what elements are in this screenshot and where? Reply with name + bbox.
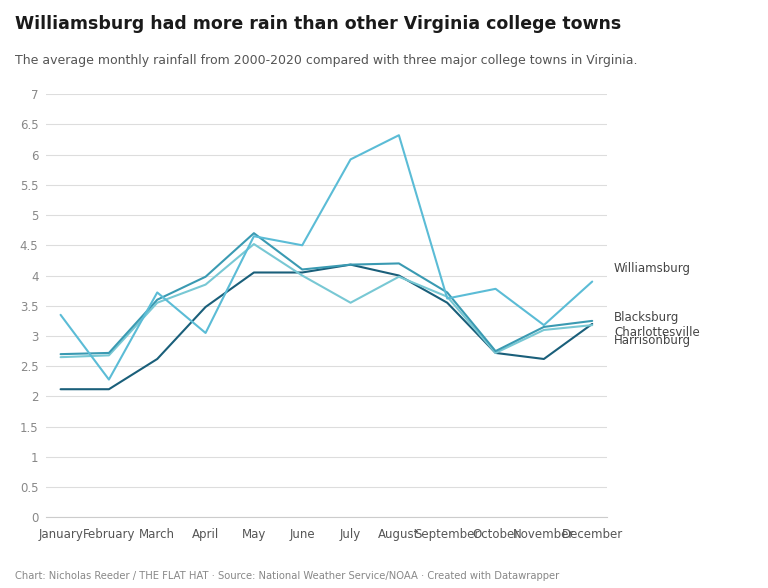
Text: Blacksburg: Blacksburg (614, 312, 680, 325)
Text: Williamsburg had more rain than other Virginia college towns: Williamsburg had more rain than other Vi… (15, 15, 621, 33)
Text: The average monthly rainfall from 2000-2020 compared with three major college to: The average monthly rainfall from 2000-2… (15, 54, 638, 67)
Text: Charlottesville: Charlottesville (614, 326, 700, 339)
Text: Harrisonburg: Harrisonburg (614, 335, 691, 348)
Text: Chart: Nicholas Reeder / THE FLAT HAT · Source: National Weather Service/NOAA · : Chart: Nicholas Reeder / THE FLAT HAT · … (15, 571, 560, 581)
Text: Williamsburg: Williamsburg (614, 262, 691, 275)
